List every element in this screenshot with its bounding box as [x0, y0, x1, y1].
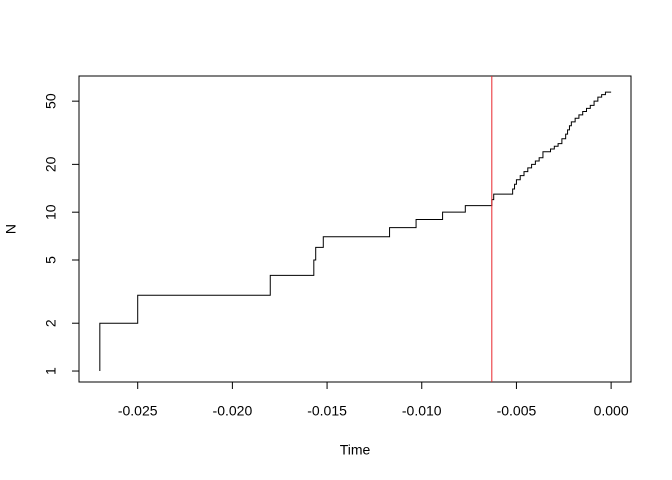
x-tick-label: 0.000: [594, 403, 629, 419]
x-axis-title: Time: [340, 442, 371, 458]
y-tick-label: 2: [43, 319, 59, 327]
x-tick-label: -0.025: [118, 403, 158, 419]
y-tick-label: 5: [43, 256, 59, 264]
plot-box: [78, 75, 632, 383]
y-tick-label: 50: [43, 93, 59, 109]
x-tick-label: -0.010: [402, 403, 442, 419]
x-tick-label: -0.015: [307, 403, 347, 419]
y-tick-label: 20: [43, 156, 59, 172]
x-tick-label: -0.005: [497, 403, 537, 419]
y-tick-label: 10: [43, 204, 59, 220]
step-line: [99, 91, 612, 372]
x-tick-label: -0.020: [213, 403, 253, 419]
y-axis-title: N: [3, 224, 19, 234]
y-tick-label: 1: [43, 367, 59, 375]
